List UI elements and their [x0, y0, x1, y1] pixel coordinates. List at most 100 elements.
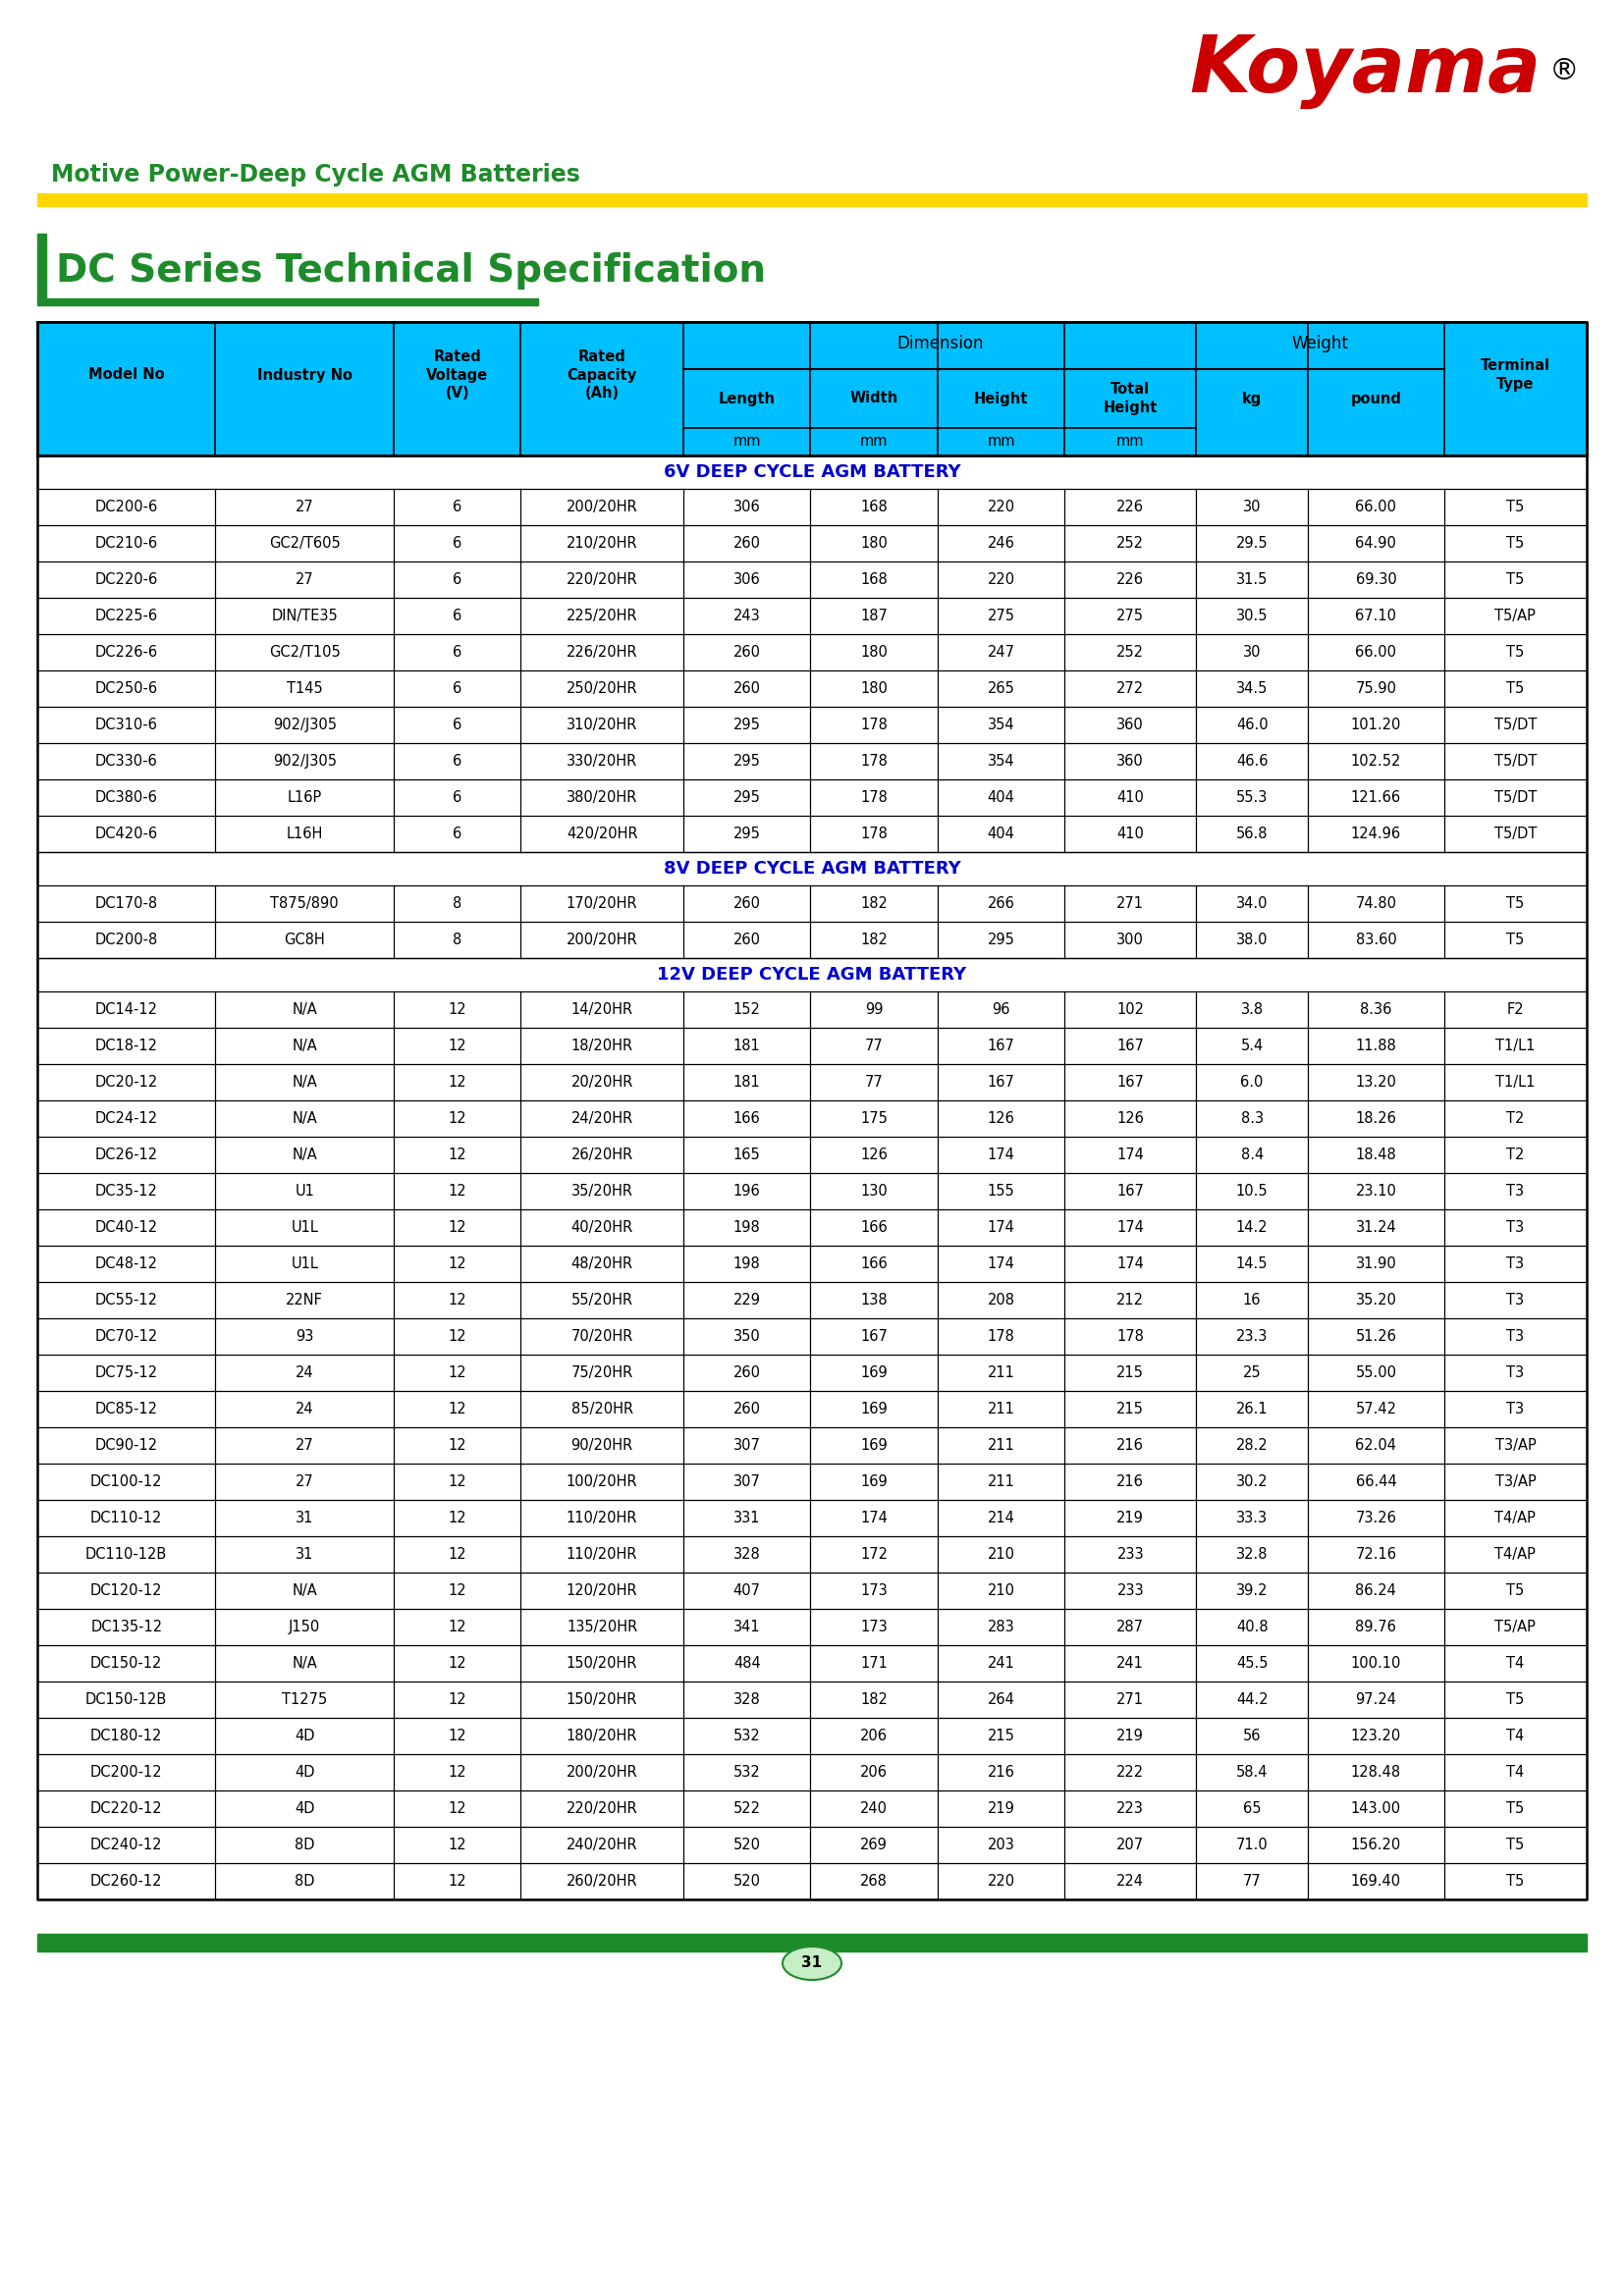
Text: 6: 6: [453, 645, 461, 659]
Text: 168: 168: [861, 572, 888, 588]
Text: 35.20: 35.20: [1356, 1293, 1397, 1306]
Text: 360: 360: [1117, 753, 1143, 769]
Text: 169: 169: [861, 1437, 888, 1453]
Bar: [37, 1933, 1587, 1952]
Text: 484: 484: [734, 1655, 760, 1671]
Text: 24: 24: [296, 1403, 313, 1417]
Text: 72.16: 72.16: [1356, 1548, 1397, 1561]
Text: 31.90: 31.90: [1356, 1256, 1397, 1272]
Text: DC150-12B: DC150-12B: [86, 1692, 167, 1706]
Text: 169: 169: [861, 1366, 888, 1380]
Text: 12: 12: [448, 1437, 466, 1453]
Text: 272: 272: [1117, 682, 1145, 696]
Text: U1: U1: [296, 1185, 315, 1199]
Text: N/A: N/A: [292, 1111, 317, 1125]
Text: 5.4: 5.4: [1241, 1038, 1263, 1054]
Text: 100/20HR: 100/20HR: [567, 1474, 638, 1490]
Text: 13.20: 13.20: [1356, 1075, 1397, 1091]
Text: 51.26: 51.26: [1356, 1329, 1397, 1343]
Text: 12: 12: [448, 1403, 466, 1417]
Text: 271: 271: [1117, 895, 1145, 912]
Text: 295: 295: [734, 827, 760, 840]
Text: 268: 268: [861, 1874, 888, 1890]
Text: T4: T4: [1507, 1766, 1525, 1779]
Text: 180: 180: [861, 645, 888, 659]
Text: 178: 178: [1117, 1329, 1143, 1343]
Text: 307: 307: [734, 1437, 760, 1453]
Text: 260: 260: [732, 535, 760, 551]
Text: DC35-12: DC35-12: [96, 1185, 158, 1199]
Text: DC200-12: DC200-12: [91, 1766, 162, 1779]
Text: 24: 24: [296, 1366, 313, 1380]
Text: 8.3: 8.3: [1241, 1111, 1263, 1125]
Text: 86.24: 86.24: [1356, 1584, 1397, 1598]
Text: DC380-6: DC380-6: [96, 790, 158, 806]
Text: 6: 6: [453, 753, 461, 769]
Text: T5: T5: [1507, 895, 1525, 912]
Text: T5/AP: T5/AP: [1494, 1619, 1536, 1635]
Text: 120/20HR: 120/20HR: [567, 1584, 638, 1598]
Text: 216: 216: [1117, 1474, 1143, 1490]
Bar: [37, 886, 1587, 921]
Text: 229: 229: [732, 1293, 760, 1306]
Text: 295: 295: [987, 932, 1015, 948]
Text: 110/20HR: 110/20HR: [567, 1511, 638, 1525]
Text: T5/DT: T5/DT: [1494, 753, 1536, 769]
Text: 167: 167: [1117, 1038, 1143, 1054]
Text: 40.8: 40.8: [1236, 1619, 1268, 1635]
Text: DC75-12: DC75-12: [94, 1366, 158, 1380]
Bar: [37, 234, 45, 301]
Text: 8D: 8D: [294, 1874, 315, 1890]
Text: 211: 211: [987, 1474, 1015, 1490]
Text: DIN/TE35: DIN/TE35: [271, 608, 338, 622]
Text: T5: T5: [1507, 1692, 1525, 1706]
Text: 6: 6: [453, 572, 461, 588]
Text: 522: 522: [732, 1802, 760, 1816]
Text: 410: 410: [1117, 827, 1143, 840]
Text: Terminal
Type: Terminal Type: [1481, 358, 1551, 393]
Text: 34.5: 34.5: [1236, 682, 1268, 696]
Text: 67.10: 67.10: [1356, 608, 1397, 622]
Text: 12: 12: [448, 1692, 466, 1706]
Text: DC70-12: DC70-12: [94, 1329, 158, 1343]
Text: 27: 27: [296, 501, 313, 514]
Text: Total
Height: Total Height: [1103, 381, 1158, 416]
Text: 295: 295: [734, 719, 760, 732]
Text: T5: T5: [1507, 1584, 1525, 1598]
Text: T5: T5: [1507, 535, 1525, 551]
Text: 12: 12: [448, 1366, 466, 1380]
Text: 45.5: 45.5: [1236, 1655, 1268, 1671]
Text: 211: 211: [987, 1437, 1015, 1453]
Text: 31.5: 31.5: [1236, 572, 1268, 588]
Text: 77: 77: [1242, 1874, 1262, 1890]
Text: Motive Power-Deep Cycle AGM Batteries: Motive Power-Deep Cycle AGM Batteries: [50, 163, 580, 186]
Text: 210: 210: [987, 1548, 1015, 1561]
Text: 74.80: 74.80: [1356, 895, 1397, 912]
Text: 16: 16: [1242, 1293, 1262, 1306]
Text: 224: 224: [1117, 1874, 1145, 1890]
Text: T5/DT: T5/DT: [1494, 790, 1536, 806]
Text: T3: T3: [1507, 1256, 1525, 1272]
Text: 8: 8: [453, 895, 461, 912]
Text: 126: 126: [1117, 1111, 1143, 1125]
Text: GC2/T605: GC2/T605: [270, 535, 341, 551]
Bar: [37, 852, 1587, 886]
Text: U1L: U1L: [291, 1219, 318, 1235]
Text: 260: 260: [732, 1366, 760, 1380]
Text: 222: 222: [1117, 1766, 1145, 1779]
Text: 902/J305: 902/J305: [273, 719, 336, 732]
Text: 360: 360: [1117, 719, 1143, 732]
Text: Width: Width: [849, 390, 898, 406]
Text: DC100-12: DC100-12: [91, 1474, 162, 1490]
Text: 26/20HR: 26/20HR: [572, 1148, 633, 1162]
Text: 178: 178: [861, 790, 888, 806]
Text: 170/20HR: 170/20HR: [567, 895, 638, 912]
Bar: [37, 1754, 1587, 1791]
Text: 331: 331: [734, 1511, 760, 1525]
Text: 77: 77: [864, 1038, 883, 1054]
Text: 306: 306: [734, 501, 760, 514]
Text: 12: 12: [448, 1185, 466, 1199]
Text: 307: 307: [734, 1474, 760, 1490]
Text: 219: 219: [1117, 1729, 1143, 1743]
Text: 12: 12: [448, 1038, 466, 1054]
